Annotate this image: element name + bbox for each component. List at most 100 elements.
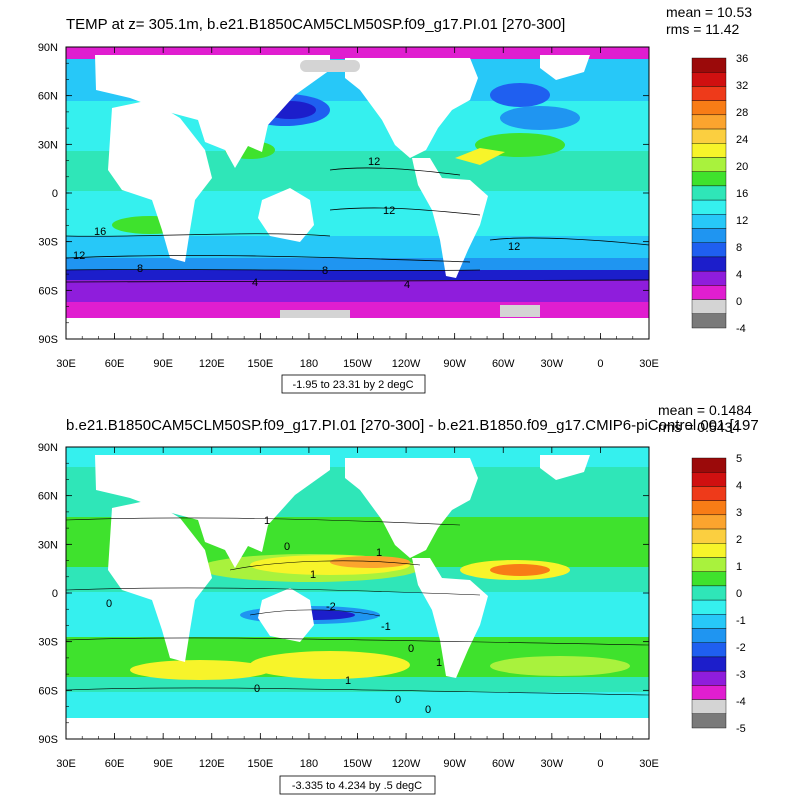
panel-bottom-colorbar-swatch (691, 571, 727, 587)
panel-bottom-colorbar-label: -2 (736, 642, 746, 654)
panel-top-colorbar-label: 4 (736, 269, 742, 281)
panel-bottom-contour-label: 0 (254, 683, 260, 695)
panel-top-colorbar-swatch (691, 157, 727, 172)
panel-top-lon-label: 120E (199, 358, 225, 370)
panel-top-colorbar-swatch (691, 299, 727, 314)
panel-bottom-lon-label: 180 (300, 758, 318, 770)
panel-bottom-rms: rms = 0.5434 (658, 419, 740, 435)
panel-top-colorbar-label: 8 (736, 242, 742, 254)
panel-bottom-contour-label: -1 (381, 621, 391, 633)
panel-bottom-contour-label: 0 (408, 643, 414, 655)
panel-top-lat-label: 30S (38, 237, 58, 249)
panel-bottom-lon-label: 150E (247, 758, 273, 770)
panel-top-colorbar-label: 28 (736, 107, 748, 119)
panel-bottom-axis-ticks (65, 446, 650, 740)
panel-top-colorbar-label: 32 (736, 80, 748, 92)
panel-bottom-colorbar-label: 0 (736, 588, 742, 600)
panel-bottom-axis-labels: 30E 60E 90E 120E 150E 180 150W 120W 90W 60W 30W 0 30… (38, 442, 659, 770)
panel-top-colorbar-swatch (691, 199, 727, 215)
panel-top-colorbar-swatch (691, 228, 727, 243)
panel-bottom-colorbar-label: 5 (736, 453, 742, 465)
panel-top-lon-label: 150W (343, 358, 372, 370)
panel-top-colorbar-swatch (691, 72, 727, 87)
panel-bottom-colorbar-label: 4 (736, 480, 742, 492)
panel-bottom-contour-label: -2 (326, 601, 336, 613)
panel-bottom-colorbar-swatch (691, 543, 727, 558)
panel-bottom-colorbar-swatch (691, 557, 727, 572)
panel-top-lat-label: 60N (38, 91, 58, 103)
panel-top-colorbar-label: 16 (736, 188, 748, 200)
panel-top-colorbar-label: 36 (736, 53, 748, 65)
panel-top-lon-label: 0 (597, 358, 603, 370)
panel-bottom-colorbar-label: -1 (736, 615, 746, 627)
panel-top-colorbar-label: 20 (736, 161, 748, 173)
panel-top-lon-label: 30E (639, 358, 659, 370)
panel-bottom-colorbar-swatch (691, 685, 727, 700)
panel-top-colorbar-label: 0 (736, 296, 742, 308)
panel-top-colorbar-swatch (691, 57, 727, 73)
panel-top-colorbar-swatch (691, 285, 727, 300)
panel-bottom-contour-label: 1 (376, 547, 382, 559)
panel-bottom-colorbar-label: 3 (736, 507, 742, 519)
panel-bottom-colorbar: 5 4 3 2 1 0 -1 -2 -3 -4 -5 (691, 453, 746, 735)
panel-bottom-lon-label: 60W (492, 758, 515, 770)
panel-bottom-lon-label: 0 (597, 758, 603, 770)
panel-bottom-colorbar-swatch (691, 500, 727, 516)
panel-bottom-contour-label: 0 (284, 541, 290, 553)
panel-top: TEMP at z= 305.1m, b.e21.B1850CAM5CLM50S… (38, 4, 752, 394)
panel-top-lat-label: 60S (38, 285, 58, 297)
panel-top-colorbar-swatch (691, 128, 727, 144)
panel-bottom-title: b.e21.B1850CAM5CLM50SP.f09_g17.PI.01 [27… (66, 417, 759, 434)
panel-top-lon-label: 30E (56, 358, 76, 370)
panel-bottom-colorbar-swatch (691, 528, 727, 544)
panel-bottom-colorbar-label: -5 (736, 723, 746, 735)
panel-bottom-contour-label: 1 (345, 675, 351, 687)
panel-bottom: b.e21.B1850CAM5CLM50SP.f09_g17.PI.01 [27… (38, 402, 759, 795)
panel-bottom-lat-label: 90S (38, 734, 58, 746)
panel-top-lon-label: 60E (105, 358, 125, 370)
panel-bottom-colorbar-swatch (691, 585, 727, 601)
panel-top-colorbar-swatch (691, 313, 727, 329)
panel-bottom-field (66, 447, 649, 739)
panel-top-axis-ticks (65, 46, 650, 340)
panel-bottom-colorbar-swatch (691, 656, 727, 672)
panel-bottom-colorbar-swatch (691, 514, 727, 530)
panel-top-colorbar-swatch (691, 270, 727, 286)
panel-top-colorbar-swatch (691, 100, 727, 116)
panel-top-colorbar-swatch (691, 171, 727, 187)
panel-bottom-lat-label: 60S (38, 685, 58, 697)
panel-bottom-lat-label: 30N (38, 539, 58, 551)
panel-top-contour-label: 8 (322, 265, 328, 277)
panel-top-colorbar: 36 32 28 24 20 16 12 8 4 0 -4 (691, 53, 748, 335)
panel-bottom-lon-label: 120E (199, 758, 225, 770)
panel-bottom-lon-label: 30W (541, 758, 564, 770)
panel-top-lat-label: 90S (38, 334, 58, 346)
panel-top-contour-label: 12 (368, 156, 380, 168)
panel-bottom-lon-label: 30E (56, 758, 76, 770)
panel-bottom-lat-label: 30S (38, 637, 58, 649)
panel-bottom-lon-label: 60E (105, 758, 125, 770)
panel-top-mean: mean = 10.53 (666, 4, 752, 20)
panel-top-lon-label: 150E (247, 358, 273, 370)
panel-bottom-lat-label: 90N (38, 442, 58, 454)
panel-top-contour-label: 4 (404, 279, 410, 291)
panel-bottom-colorbar-label: -4 (736, 696, 746, 708)
panel-bottom-colorbar-swatch (691, 713, 727, 729)
panel-top-contour-label: 16 (94, 226, 106, 238)
panel-bottom-colorbar-swatch (691, 642, 727, 658)
panel-bottom-lon-label: 120W (392, 758, 421, 770)
panel-bottom-lon-label: 90W (443, 758, 466, 770)
panel-bottom-lat-label: 0 (52, 588, 58, 600)
panel-bottom-lon-label: 90E (153, 758, 173, 770)
panel-bottom-colorbar-swatch (691, 628, 727, 643)
panel-top-contour-label: 4 (252, 277, 258, 289)
panel-top-lat-label: 90N (38, 42, 58, 54)
panel-top-range-label: -1.95 to 23.31 by 2 degC (292, 379, 413, 391)
panel-top-colorbar-label: 24 (736, 134, 748, 146)
panel-bottom-lon-label: 30E (639, 758, 659, 770)
panel-bottom-contour-label: 1 (310, 569, 316, 581)
panel-bottom-contour-label: 0 (106, 598, 112, 610)
panel-bottom-colorbar-swatch (691, 699, 727, 714)
panel-top-lat-label: 30N (38, 139, 58, 151)
